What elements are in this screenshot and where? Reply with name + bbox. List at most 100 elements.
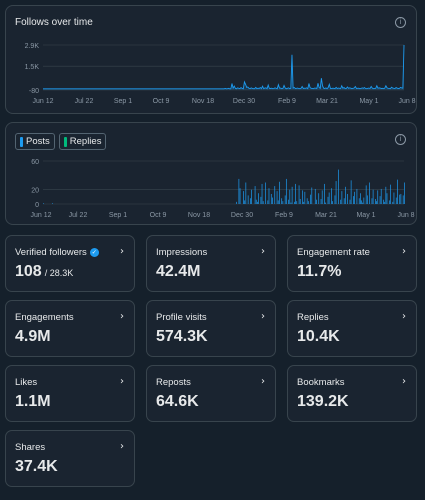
posts-bar bbox=[399, 194, 401, 204]
posts-bar bbox=[349, 199, 351, 204]
posts-bar bbox=[245, 182, 247, 204]
posts-bar bbox=[243, 191, 244, 204]
card-profile-visits[interactable]: Profile visits 574.3K › bbox=[146, 300, 276, 357]
posts-bar bbox=[262, 201, 264, 204]
posts-bar bbox=[379, 196, 381, 204]
posts-bar bbox=[321, 190, 323, 204]
posts-bar bbox=[310, 194, 311, 204]
posts-bar bbox=[304, 191, 306, 204]
card-impressions[interactable]: Impressions 42.4M › bbox=[146, 235, 276, 292]
posts-bar bbox=[347, 193, 348, 204]
chevron-right-icon: › bbox=[120, 311, 124, 322]
legend-posts-label: Posts bbox=[26, 136, 50, 147]
y-tick-label: 60 bbox=[31, 159, 39, 166]
posts-bar bbox=[386, 193, 388, 204]
card-value: 11.7% bbox=[297, 263, 341, 281]
posts-bar bbox=[284, 195, 286, 204]
posts-bar bbox=[290, 202, 292, 204]
x-tick-label: Nov 18 bbox=[188, 212, 210, 219]
verified-badge-icon: ✓ bbox=[89, 248, 99, 257]
posts-bar bbox=[314, 188, 316, 204]
posts-bar bbox=[366, 195, 368, 204]
card-value: 37.4K bbox=[15, 458, 58, 476]
x-tick-label: May 1 bbox=[359, 98, 378, 105]
card-likes[interactable]: Likes 1.1M › bbox=[5, 365, 135, 422]
posts-bar bbox=[299, 198, 301, 204]
legend-posts[interactable]: Posts bbox=[15, 133, 55, 150]
posts-bar bbox=[385, 186, 387, 204]
card-label-text: Engagement rate bbox=[297, 247, 370, 258]
y-tick-label: -80 bbox=[29, 88, 39, 95]
legend-replies[interactable]: Replies bbox=[58, 133, 107, 150]
x-tick-label: Jun 8 bbox=[397, 212, 414, 219]
x-tick-label: Dec 30 bbox=[233, 98, 255, 105]
posts-bar bbox=[350, 180, 352, 204]
card-label: Engagements bbox=[15, 312, 74, 323]
card-verified-followers[interactable]: Verified followers ✓ 108/ 28.3K › bbox=[5, 235, 135, 292]
posts-bar bbox=[258, 193, 259, 204]
card-shares[interactable]: Shares 37.4K › bbox=[5, 430, 135, 487]
card-label: Impressions bbox=[156, 247, 207, 258]
posts-bar bbox=[393, 192, 395, 204]
posts-bar bbox=[395, 197, 397, 204]
posts-bar bbox=[380, 188, 382, 204]
posts-bar bbox=[282, 201, 284, 204]
posts-bar bbox=[281, 198, 283, 204]
card-label: Replies bbox=[297, 312, 329, 323]
x-tick-label: Jun 8 bbox=[398, 98, 415, 105]
x-tick-label: Jul 22 bbox=[69, 212, 88, 219]
posts-bar bbox=[371, 198, 373, 204]
posts-bar bbox=[362, 202, 364, 204]
x-tick-label: Jun 12 bbox=[32, 98, 53, 105]
posts-bar bbox=[318, 193, 320, 204]
posts-bar bbox=[332, 201, 333, 204]
follows-line bbox=[43, 44, 405, 90]
card-label-text: Verified followers bbox=[15, 247, 87, 258]
posts-bar bbox=[384, 201, 386, 204]
chevron-right-icon: › bbox=[261, 376, 265, 387]
posts-chart-panel: Posts Replies i 60 20 0 Jun 12 Jul 22 Sep 1 Oc… bbox=[5, 122, 417, 225]
card-value-text: 4.9M bbox=[15, 328, 51, 345]
card-engagement-rate[interactable]: Engagement rate 11.7% › bbox=[287, 235, 417, 292]
posts-bar bbox=[331, 188, 332, 204]
posts-bar bbox=[289, 189, 291, 204]
posts-bar bbox=[267, 200, 269, 204]
card-value-text: 139.2K bbox=[297, 393, 349, 410]
posts-bar bbox=[268, 188, 270, 204]
posts-bar bbox=[402, 195, 404, 204]
card-label: Profile visits bbox=[156, 312, 207, 323]
posts-bar bbox=[360, 193, 361, 204]
posts-bar bbox=[328, 192, 330, 204]
posts-bar bbox=[311, 187, 313, 204]
card-bookmarks[interactable]: Bookmarks 139.2K › bbox=[287, 365, 417, 422]
posts-bar bbox=[365, 185, 367, 204]
chevron-right-icon: › bbox=[261, 246, 265, 257]
x-tick-label: Sep 1 bbox=[114, 98, 132, 105]
card-label: Likes bbox=[15, 377, 37, 388]
card-value: 4.9M bbox=[15, 328, 51, 346]
posts-bar bbox=[327, 196, 329, 204]
card-reposts[interactable]: Reposts 64.6K › bbox=[146, 365, 276, 422]
card-value: 108/ 28.3K bbox=[15, 263, 73, 281]
x-tick-label: Sep 1 bbox=[109, 212, 127, 219]
card-engagements[interactable]: Engagements 4.9M › bbox=[5, 300, 135, 357]
posts-bar bbox=[277, 200, 279, 204]
card-replies[interactable]: Replies 10.4K › bbox=[287, 300, 417, 357]
card-value-text: 42.4M bbox=[156, 263, 201, 280]
chevron-right-icon: › bbox=[402, 376, 406, 387]
posts-bar bbox=[285, 178, 287, 204]
follows-chart: 2.9K 1.5K -80 Jun 12 Jul 22 Sep 1 Oct 9 Nov 18 D… bbox=[25, 43, 416, 105]
posts-bar bbox=[320, 198, 322, 204]
info-icon[interactable]: i bbox=[395, 134, 406, 145]
posts-bar bbox=[257, 201, 258, 204]
posts-bar bbox=[254, 186, 256, 204]
chevron-right-icon: › bbox=[402, 311, 406, 322]
card-value-text: 574.3K bbox=[156, 328, 208, 345]
posts-bar bbox=[298, 185, 300, 204]
posts-bar bbox=[353, 196, 354, 204]
chevron-right-icon: › bbox=[402, 246, 406, 257]
posts-bar bbox=[363, 197, 365, 204]
posts-bar bbox=[247, 195, 249, 204]
card-label-text: Shares bbox=[15, 442, 46, 453]
info-icon[interactable]: i bbox=[395, 17, 406, 28]
